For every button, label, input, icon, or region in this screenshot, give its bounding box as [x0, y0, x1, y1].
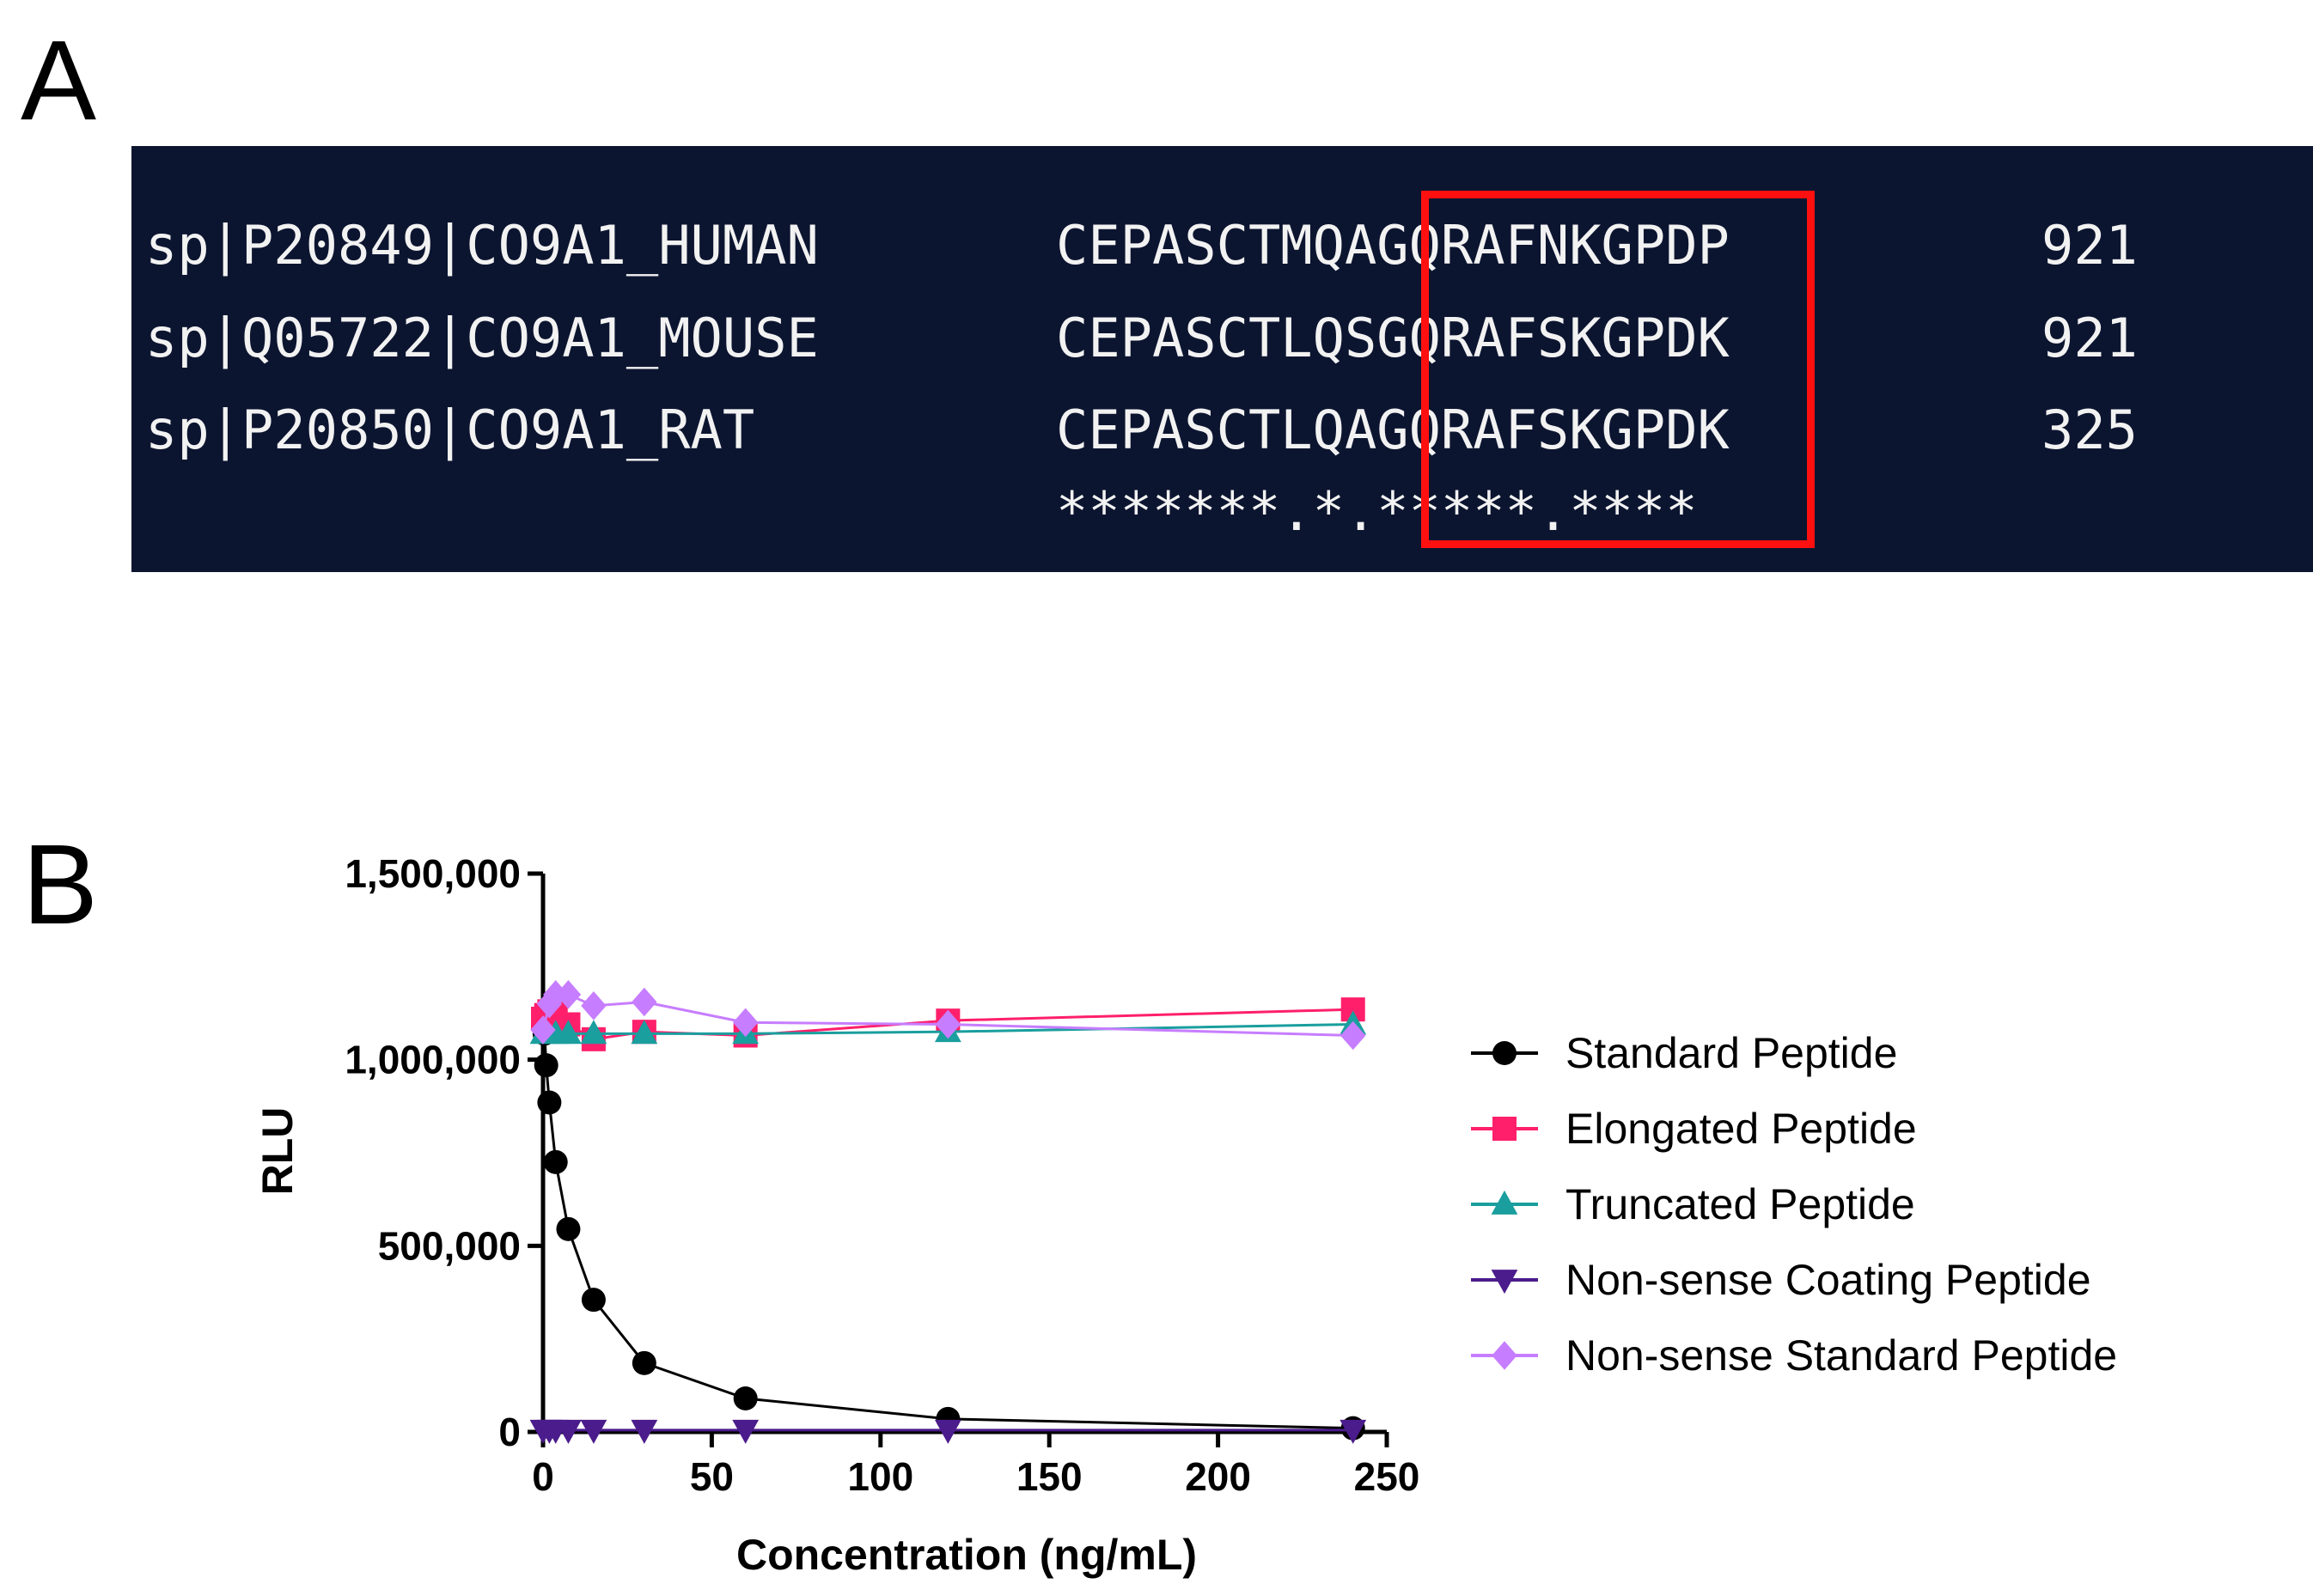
legend-marker — [1492, 1341, 1517, 1370]
data-point — [1340, 1419, 1367, 1444]
y-axis-title: RLU — [253, 1107, 302, 1196]
x-tick-label: 100 — [847, 1454, 913, 1499]
data-point — [555, 980, 582, 1009]
data-point — [631, 1020, 658, 1045]
legend: Standard Peptide Elongated Peptide Truncat… — [1471, 1029, 2117, 1380]
data-point — [732, 1419, 760, 1444]
x-tick-label: 50 — [690, 1454, 734, 1499]
data-point — [934, 1419, 961, 1444]
series-3 — [529, 1419, 1367, 1444]
data-point — [631, 1419, 658, 1444]
data-point — [580, 1419, 607, 1444]
legend-marker — [1492, 1117, 1517, 1141]
sequence-text: CEPASCTMQAGQRAFNKGPDP — [1056, 214, 1730, 277]
data-point — [580, 1020, 607, 1045]
x-tick-label: 200 — [1185, 1454, 1251, 1499]
data-point — [537, 1090, 562, 1115]
data-point — [632, 987, 657, 1017]
legend-label: Elongated Peptide — [1565, 1105, 1917, 1153]
sequence-position: 921 — [2041, 307, 2138, 369]
data-point — [555, 1419, 582, 1444]
panel-b-label: B — [22, 821, 99, 947]
data-point — [733, 1386, 758, 1410]
y-tick-label: 500,000 — [378, 1223, 521, 1268]
sequence-position: 325 — [2041, 399, 2138, 461]
x-axis-title: Concentration (ng/mL) — [736, 1531, 1197, 1579]
data-point — [556, 1216, 581, 1241]
legend-marker — [1491, 1270, 1518, 1294]
data-point — [543, 1149, 568, 1174]
alignment-row: sp|P20850|CO9A1_RAT CEPASCTLQAGQRAFSKGPD… — [131, 396, 2138, 465]
legend-label: Standard Peptide — [1565, 1029, 1897, 1077]
conservation-line: *******.*.*****.**** — [1056, 480, 1698, 543]
data-point — [632, 1350, 656, 1375]
sequence-name: sp|Q05722|CO9A1_MOUSE — [145, 307, 819, 369]
y-tick-label: 1,500,000 — [345, 851, 521, 896]
series-line — [541, 1022, 1353, 1430]
sequence-position: 921 — [2041, 214, 2138, 277]
series-4 — [530, 980, 1366, 1051]
data-point — [581, 1288, 606, 1313]
sequence-text: CEPASCTLQSGQRAFSKGPDK — [1056, 307, 1730, 369]
alignment-row: sp|Q05722|CO9A1_MOUSE CEPASCTLQSGQRAFSKG… — [131, 304, 2138, 373]
data-point — [555, 1020, 582, 1045]
legend-marker — [1491, 1190, 1518, 1215]
data-point — [581, 991, 607, 1020]
sequence-text: CEPASCTLQAGQRAFSKGPDK — [1056, 399, 1730, 461]
data-point — [732, 1008, 759, 1038]
series-layer — [529, 980, 1367, 1444]
alignment-row: sp|P20849|CO9A1_HUMAN CEPASCTMQAGQRAFNKG… — [131, 211, 2138, 280]
data-point — [543, 980, 569, 1009]
sequence-name: sp|P20850|CO9A1_RAT — [145, 399, 755, 461]
legend-marker — [1492, 1041, 1517, 1065]
legend-label: Truncated Peptide — [1565, 1180, 1915, 1228]
highlight-box — [1421, 191, 1815, 548]
legend-label: Non-sense Coating Peptide — [1565, 1256, 2091, 1304]
sequence-name: sp|P20849|CO9A1_HUMAN — [145, 214, 819, 277]
axes: 0 500,000 1,000,000 1,500,000 0 50 100 150 200 25… — [345, 851, 1419, 1499]
panel-a-label: A — [21, 17, 97, 143]
y-tick-label: 1,000,000 — [345, 1038, 521, 1082]
y-tick-label: 0 — [498, 1410, 521, 1454]
x-tick-label: 250 — [1354, 1454, 1420, 1499]
data-point — [530, 1015, 556, 1045]
sequence-alignment-panel: sp|P20849|CO9A1_HUMAN CEPASCTMQAGQRAFNKG… — [131, 146, 2313, 572]
x-tick-label: 0 — [532, 1454, 554, 1499]
x-tick-label: 150 — [1016, 1454, 1083, 1499]
data-point — [935, 1009, 961, 1039]
data-point — [1340, 1020, 1366, 1051]
data-point — [534, 1053, 558, 1078]
legend-label: Non-sense Standard Peptide — [1565, 1331, 2117, 1380]
series-0 — [531, 1010, 1365, 1441]
